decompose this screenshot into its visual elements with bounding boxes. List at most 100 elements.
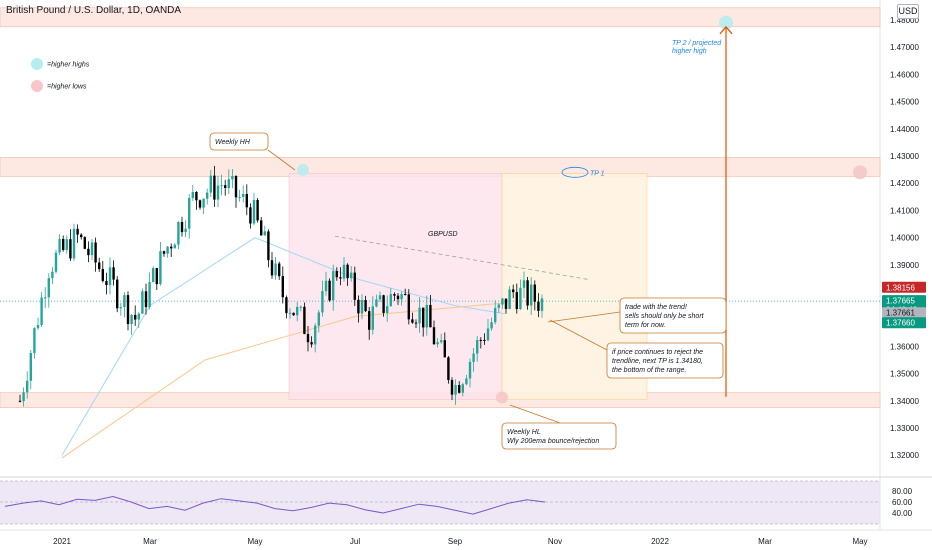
time-tick-label: May: [852, 537, 867, 546]
candle: [418, 297, 421, 333]
candle: [357, 295, 360, 323]
candle: [54, 249, 58, 274]
currency-badge[interactable]: USD: [897, 4, 919, 19]
candle: [148, 272, 151, 310]
price-tick-label: 1.48000: [890, 16, 919, 25]
candle: [22, 387, 25, 407]
candle: [339, 267, 342, 286]
candle: [533, 280, 536, 311]
candle: [69, 229, 72, 262]
candle: [206, 188, 209, 205]
candle: [260, 216, 263, 236]
candle: [375, 294, 378, 308]
candle: [18, 394, 22, 403]
price-tick-label: 1.41000: [890, 206, 919, 215]
candle: [44, 287, 47, 309]
price-tag: 1.37660: [882, 317, 926, 329]
candle: [342, 257, 346, 282]
candle: [213, 165, 216, 207]
candle: [440, 333, 443, 344]
candle: [249, 203, 252, 229]
time-tick-label: Mar: [758, 537, 772, 546]
legend-label: =higher lows: [47, 84, 87, 91]
candle: [36, 317, 40, 330]
svg-text:1.37661: 1.37661: [886, 309, 915, 318]
candle: [515, 283, 518, 314]
candle: [72, 223, 76, 262]
candle: [40, 292, 43, 327]
candle: [130, 313, 133, 335]
callout-weekly-hh[interactable]: Weekly HH: [209, 132, 296, 171]
rsi-band: [0, 481, 880, 524]
candle: [231, 169, 234, 189]
svg-text:1.37665: 1.37665: [886, 297, 915, 306]
range-box-pink: [288, 173, 503, 400]
candle: [58, 234, 61, 256]
candle: [486, 319, 490, 342]
candle: [285, 295, 288, 319]
candle: [26, 371, 29, 399]
callout-weekly-hl[interactable]: Weekly HL Wly 200ema bounce/rejection: [501, 404, 617, 450]
candle: [144, 283, 148, 315]
candle: [62, 235, 65, 252]
callout-trade-note-text: term for now.: [625, 322, 666, 329]
candle: [29, 349, 32, 390]
candle: [443, 332, 446, 358]
candle: [429, 294, 432, 328]
candle: [360, 294, 364, 320]
candle: [227, 169, 230, 194]
candle: [436, 338, 439, 348]
candle: [483, 333, 486, 345]
price-tick-label: 1.45000: [890, 98, 919, 107]
candle: [87, 241, 90, 263]
candle: [278, 261, 281, 280]
candle: [159, 242, 162, 286]
price-tick-label: 1.32000: [890, 451, 919, 460]
price-tag: 1.37661: [882, 307, 926, 319]
candle: [414, 319, 418, 328]
callout-trade-note-text: sells should only be short: [625, 313, 705, 320]
time-tick-label: Nov: [548, 537, 562, 546]
candle: [364, 295, 367, 313]
legend-swatch: [31, 58, 43, 70]
candle: [137, 312, 140, 329]
candle: [328, 278, 331, 302]
price-tick-label: 1.36000: [890, 342, 919, 351]
candle: [267, 229, 270, 268]
candle: [303, 302, 306, 335]
projection-arrow-head: [719, 25, 733, 35]
callout-weekly-hl-text: Weekly HL: [507, 429, 541, 436]
callout-trade-note[interactable]: trade with the trend! sells should only b…: [547, 297, 727, 334]
callout-weekly-hh-text: Weekly HH: [215, 139, 251, 146]
candle: [116, 276, 119, 313]
candle: [98, 257, 101, 272]
time-tick-label: Sep: [448, 537, 463, 546]
candle: [540, 294, 544, 318]
candle: [314, 323, 317, 353]
candle: [522, 271, 526, 298]
candle: [497, 303, 500, 313]
candle: [450, 377, 454, 401]
candle: [80, 233, 83, 240]
candle: [389, 288, 392, 307]
candle: [335, 267, 338, 281]
callout-reject-note[interactable]: if price continues to reject the trendlin…: [549, 319, 724, 379]
candle: [368, 306, 371, 340]
candle: [270, 252, 274, 279]
candle: [180, 216, 184, 237]
candle: [461, 382, 464, 397]
candle: [332, 264, 335, 311]
time-tick-label: Jul: [350, 537, 360, 546]
candle: [198, 199, 202, 210]
candle: [432, 320, 436, 345]
candle: [530, 277, 533, 315]
candle: [494, 300, 497, 325]
candle: [252, 192, 256, 226]
candle: [166, 246, 169, 258]
callout-reject-note-text: the bottom of the range.: [612, 367, 686, 374]
candle: [224, 179, 227, 196]
candle: [65, 235, 68, 254]
candle: [162, 250, 166, 257]
callout-reject-note-text: trendline, next TP is 1.34180,: [612, 358, 703, 365]
